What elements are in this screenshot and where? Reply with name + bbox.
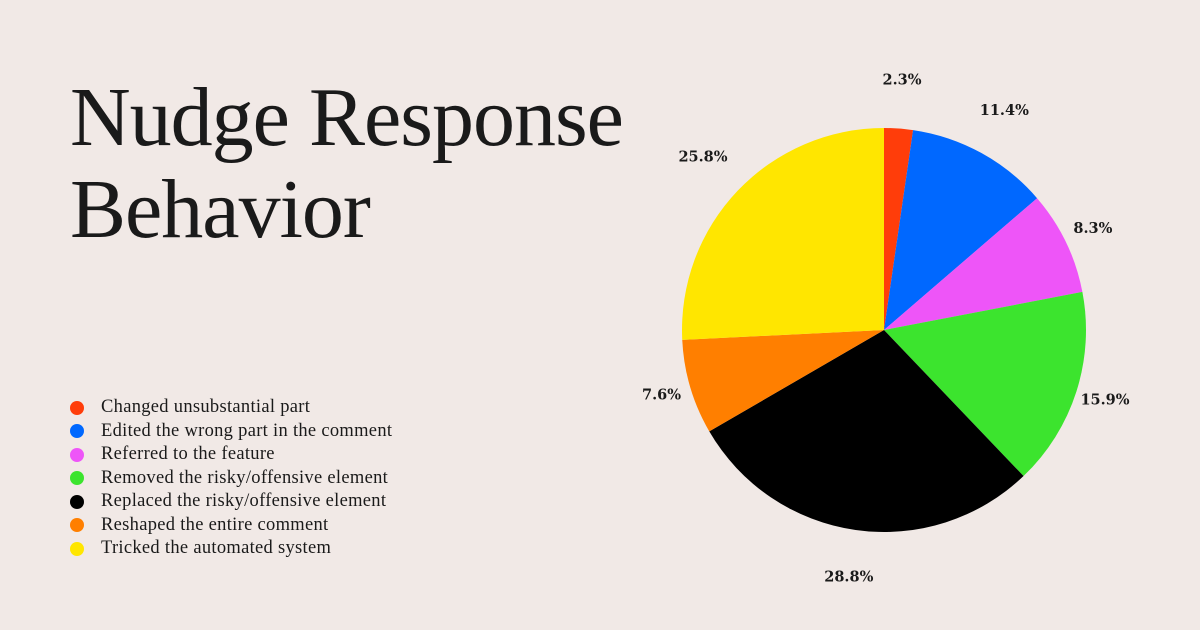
- legend-item-referred-to-feature: Referred to the feature: [70, 443, 392, 467]
- pie-value-label-reshaped-the-entire-comment: 7.6%: [642, 387, 681, 404]
- legend-item-changed-unsubstantial-part: Changed unsubstantial part: [70, 396, 392, 420]
- legend-label-replaced-risky-element: Replaced the risky/offensive element: [101, 491, 387, 512]
- legend-label-referred-to-feature: Referred to the feature: [101, 444, 275, 465]
- legend-swatch-edited-wrong-part: [70, 424, 84, 439]
- pie-value-label-referred-to-the-feature: 8.3%: [1073, 220, 1112, 237]
- pie-slice-edited-the-wrong-part-in-the-comment: [884, 130, 1038, 330]
- pie-slice-removed-the-risky-offensive-element: [884, 291, 1086, 477]
- pie-value-label-changed-unsubstantial-part: 2.3%: [882, 72, 921, 89]
- pie-slices: [682, 128, 1086, 533]
- pie-slice-reshaped-the-entire-comment: [682, 330, 884, 432]
- legend-item-replaced-risky-element: Replaced the risky/offensive element: [70, 490, 392, 514]
- pie-slice-tricked-the-automated-system: [682, 128, 884, 340]
- legend-label-changed-unsubstantial-part: Changed unsubstantial part: [101, 397, 311, 418]
- legend-swatch-removed-risky-element: [70, 471, 84, 486]
- pie-value-label-tricked-the-automated-system: 25.8%: [678, 149, 727, 166]
- legend-item-removed-risky-element: Removed the risky/offensive element: [70, 467, 392, 491]
- legend-swatch-referred-to-feature: [70, 447, 84, 462]
- pie-slice-replaced-the-risky-offensive-element: [709, 330, 1024, 533]
- legend-item-tricked-automated-system: Tricked the automated system: [70, 537, 392, 561]
- pie-value-label-edited-the-wrong-part-in-the-comment: 11.4%: [980, 102, 1029, 119]
- legend-swatch-changed-unsubstantial-part: [70, 400, 84, 415]
- legend-label-removed-risky-element: Removed the risky/offensive element: [101, 467, 389, 488]
- pie-value-label-replaced-the-risky-offensive-element: 28.8%: [824, 569, 873, 586]
- pie-value-label-removed-the-risky-offensive-element: 15.9%: [1080, 392, 1129, 409]
- legend-item-reshaped-entire-comment: Reshaped the entire comment: [70, 514, 392, 538]
- legend-label-reshaped-entire-comment: Reshaped the entire comment: [101, 514, 329, 535]
- legend-swatch-tricked-automated-system: [70, 541, 84, 556]
- chart-title-line-2: Behavior: [70, 163, 371, 256]
- legend-label-edited-wrong-part: Edited the wrong part in the comment: [101, 420, 393, 441]
- legend-swatch-reshaped-entire-comment: [70, 518, 84, 533]
- chart-legend: Changed unsubstantial part Edited the wr…: [70, 396, 392, 561]
- chart-title-line-1: Nudge Response: [70, 71, 624, 164]
- pie-slice-changed-unsubstantial-part: [884, 128, 914, 330]
- legend-swatch-replaced-risky-element: [70, 494, 84, 509]
- chart-title: Nudge Response Behavior: [70, 71, 624, 256]
- pie-value-labels: 2.3% 11.4% 8.3% 15.9% 28.8% 7.6% 25.8%: [642, 72, 1130, 586]
- legend-label-tricked-automated-system: Tricked the automated system: [101, 538, 332, 559]
- legend-item-edited-wrong-part: Edited the wrong part in the comment: [70, 420, 392, 444]
- pie-slice-referred-to-the-feature: [884, 198, 1083, 330]
